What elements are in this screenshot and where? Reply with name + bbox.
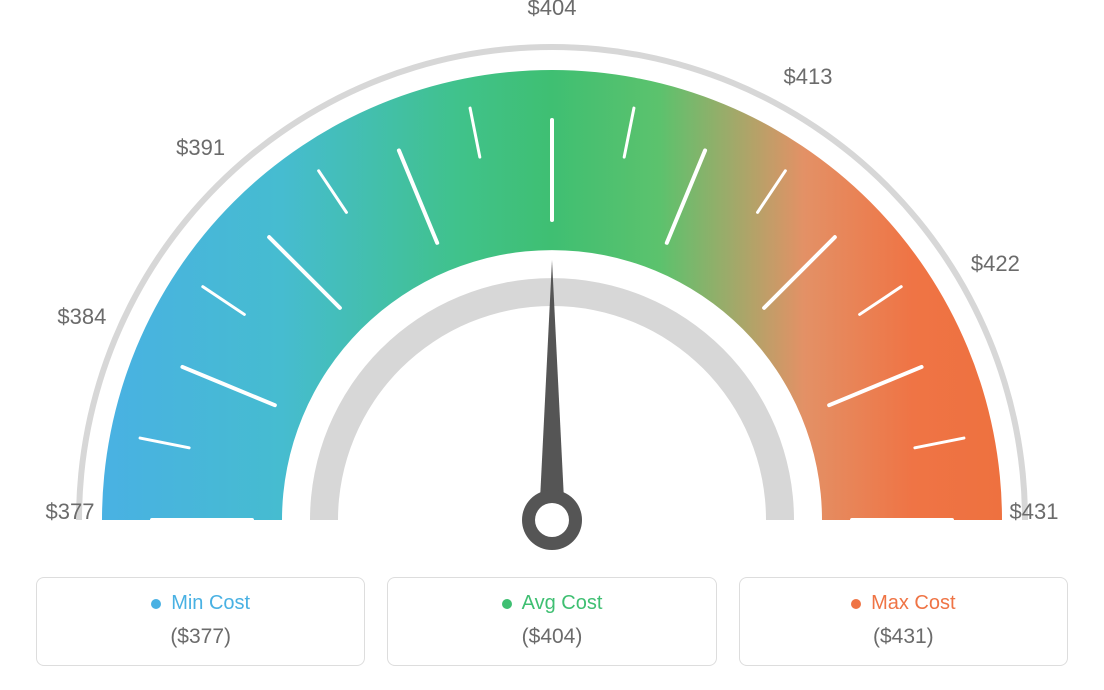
gauge-tick-label: $431 [1010, 499, 1059, 525]
legend-title-avg: Avg Cost [502, 592, 603, 615]
legend-label-min: Min Cost [171, 592, 250, 615]
legend-card-min: Min Cost ($377) [36, 577, 365, 666]
dot-icon [151, 599, 161, 609]
gauge-tick-label: $391 [176, 135, 225, 161]
legend-card-max: Max Cost ($431) [739, 577, 1068, 666]
gauge-tick-label: $384 [57, 304, 106, 330]
dot-icon [502, 599, 512, 609]
legend-title-max: Max Cost [851, 592, 955, 615]
legend-label-avg: Avg Cost [522, 592, 603, 615]
gauge-tick-label: $377 [46, 499, 95, 525]
legend-value-max: ($431) [750, 625, 1057, 649]
gauge-tick-label: $422 [971, 251, 1020, 277]
legend-value-avg: ($404) [398, 625, 705, 649]
gauge-chart [0, 0, 1104, 560]
legend-title-min: Min Cost [151, 592, 250, 615]
gauge-tick-label: $404 [528, 0, 577, 21]
legend-label-max: Max Cost [871, 592, 955, 615]
legend-row: Min Cost ($377) Avg Cost ($404) Max Cost… [36, 577, 1068, 666]
gauge-tick-label: $413 [784, 64, 833, 90]
legend-card-avg: Avg Cost ($404) [387, 577, 716, 666]
dot-icon [851, 599, 861, 609]
legend-value-min: ($377) [47, 625, 354, 649]
